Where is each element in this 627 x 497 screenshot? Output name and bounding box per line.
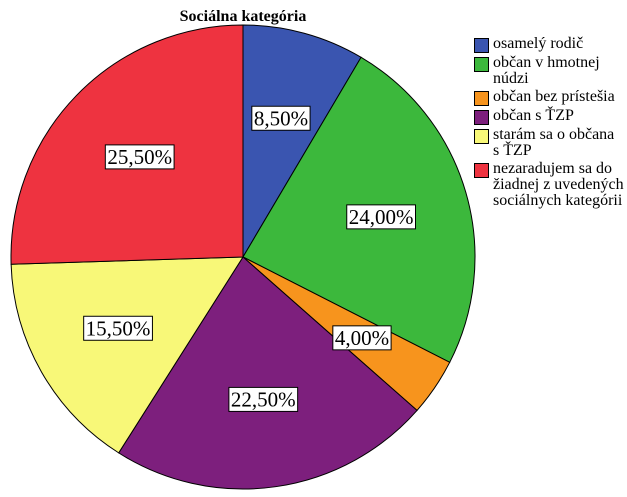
legend-swatch [474, 129, 489, 144]
data-label: 4,00% [332, 325, 392, 351]
legend-item: občan bez prístešia [474, 89, 624, 106]
chart-title: Sociálna kategória [180, 8, 307, 25]
legend: osamelý rodič občan v hmotnej núdzi občan … [474, 36, 624, 211]
legend-label: osamelý rodič [493, 35, 584, 52]
data-label: 25,50% [104, 144, 175, 170]
label-box [332, 325, 392, 351]
legend-item: občan s ŤZP [474, 108, 624, 125]
value-label: 24,00% [349, 205, 414, 229]
legend-label: občan v hmotnej núdzi [493, 54, 600, 87]
label-box [251, 105, 311, 131]
label-box [346, 204, 417, 230]
legend-item: nezaradujem sa do žiadnej z uvedených so… [474, 161, 624, 209]
pie-slice [10, 256, 244, 454]
data-label: 24,00% [346, 204, 417, 230]
legend-item: občan v hmotnej núdzi [474, 55, 624, 87]
legend-label: nezaradujem sa do žiadnej z uvedených so… [493, 160, 624, 209]
legend-label: občan bez prístešia [493, 88, 615, 105]
data-label: 15,50% [83, 315, 153, 341]
value-label: 22,50% [231, 387, 296, 411]
value-label: 25,50% [107, 145, 172, 169]
value-label: 8,50% [254, 106, 308, 130]
legend-swatch [474, 91, 489, 106]
data-label: 8,50% [251, 105, 311, 131]
value-label: 15,50% [86, 316, 151, 340]
label-box [104, 144, 175, 170]
value-label: 4,00% [335, 326, 389, 350]
legend-item: osamelý rodič [474, 36, 624, 53]
data-label: 22,50% [228, 386, 299, 412]
legend-label: starám sa o občana s ŤZP [493, 126, 615, 159]
label-box [83, 315, 153, 341]
legend-swatch [474, 57, 489, 72]
pie-slice [117, 256, 418, 490]
legend-item: starám sa o občana s ŤZP [474, 127, 624, 159]
legend-label: občan s ŤZP [493, 107, 574, 124]
legend-swatch [474, 110, 489, 125]
legend-swatch [474, 38, 489, 53]
pie-slice [242, 24, 362, 259]
label-box [228, 386, 299, 412]
legend-swatch [474, 163, 489, 178]
